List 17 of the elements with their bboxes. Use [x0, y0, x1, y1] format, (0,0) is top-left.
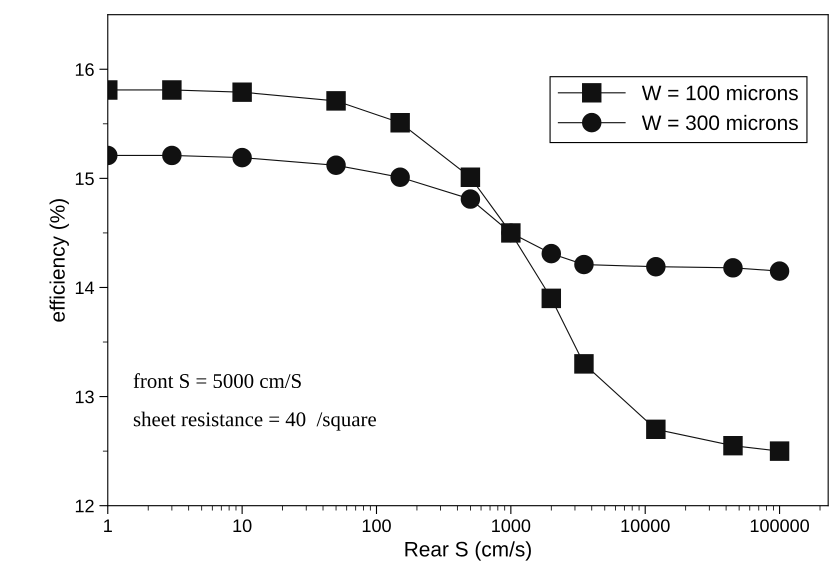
x-tick-label: 1000	[492, 519, 530, 532]
x-tick-label: 1	[104, 520, 112, 532]
legend-label: W = 100 microns	[642, 85, 798, 100]
x-tick-label: 10000	[621, 519, 670, 532]
x-tick-label: 10	[233, 519, 252, 532]
y-tick-label: 16	[76, 63, 94, 76]
y-axis-title: efficiency (%)	[50, 199, 69, 322]
y-tick-label: 12	[76, 500, 94, 512]
x-tick-label: 100000	[750, 519, 809, 532]
y-tick-label: 14	[76, 282, 94, 294]
y-tick-label: 13	[76, 390, 94, 404]
legend-label: W = 300 microns	[642, 114, 798, 130]
x-axis-title: Rear S (cm/s)	[405, 541, 531, 561]
annotation: front S = 5000 cm/S	[134, 373, 301, 388]
x-tick-label: 100	[362, 519, 391, 532]
y-tick-label: 15	[76, 172, 94, 186]
annotation: sheet resistance = 40 /square	[134, 412, 376, 431]
